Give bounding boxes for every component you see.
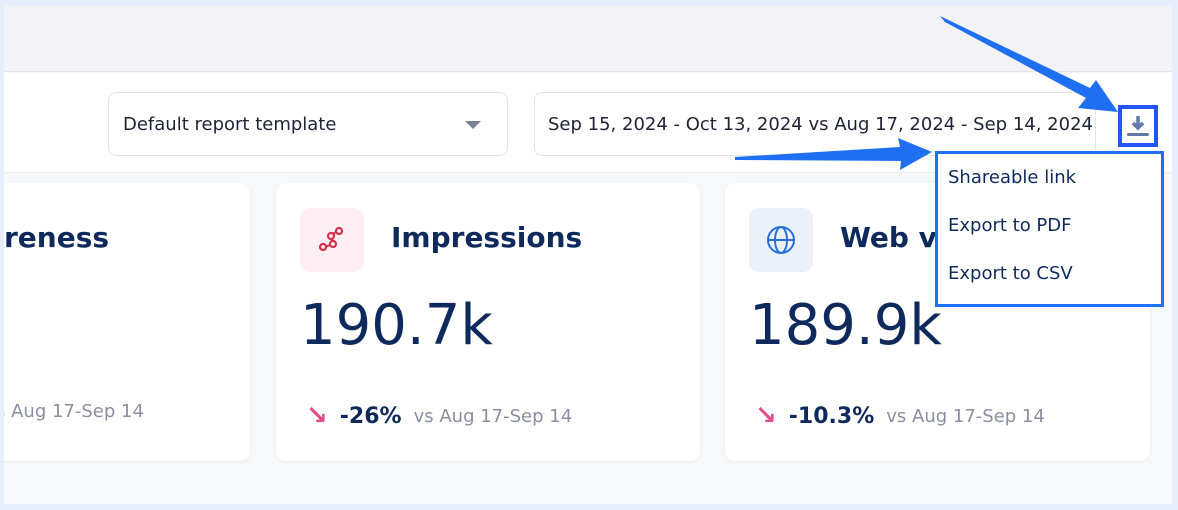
awareness-card: reness s Aug 17-Sep 14 [4,183,250,461]
report-template-select[interactable]: Default report template [108,92,508,156]
card-title: Impressions [391,221,583,254]
card-title: Web vi [840,221,947,254]
card-compare: vs Aug 17-Sep 14 [413,405,573,427]
share-nodes-icon [300,208,364,272]
download-icon [1127,116,1149,136]
card-compare: vs Aug 17-Sep 14 [886,405,1045,427]
menu-item-export-pdf[interactable]: Export to PDF [948,215,1072,236]
download-menu: Shareable link Export to PDF Export to C… [935,151,1164,307]
globe-icon [749,208,813,272]
download-button[interactable] [1118,105,1158,147]
card-delta: -10.3% [788,403,875,429]
menu-item-shareable-link[interactable]: Shareable link [948,167,1077,188]
trend-down-icon: ↘ [755,401,777,431]
card-value: 190.7k [300,293,493,358]
report-template-value: Default report template [123,113,337,135]
card-value: 189.9k [749,293,942,358]
trend-down-icon: ↘ [306,401,328,431]
date-range-picker[interactable]: Sep 15, 2024 - Oct 13, 2024 vs Aug 17, 2… [534,92,1096,156]
card-delta: -26% [339,403,402,429]
app-window: Default report template Sep 15, 2024 - O… [4,6,1172,504]
top-bar [4,6,1172,72]
card-compare: s Aug 17-Sep 14 [4,401,144,422]
menu-item-export-csv[interactable]: Export to CSV [948,263,1073,284]
caret-down-icon [465,121,481,129]
card-title: reness [4,221,110,254]
impressions-card: Impressions 190.7k ↘ -26% vs Aug 17-Sep … [276,183,700,461]
date-range-value: Sep 15, 2024 - Oct 13, 2024 vs Aug 17, 2… [548,113,1093,135]
